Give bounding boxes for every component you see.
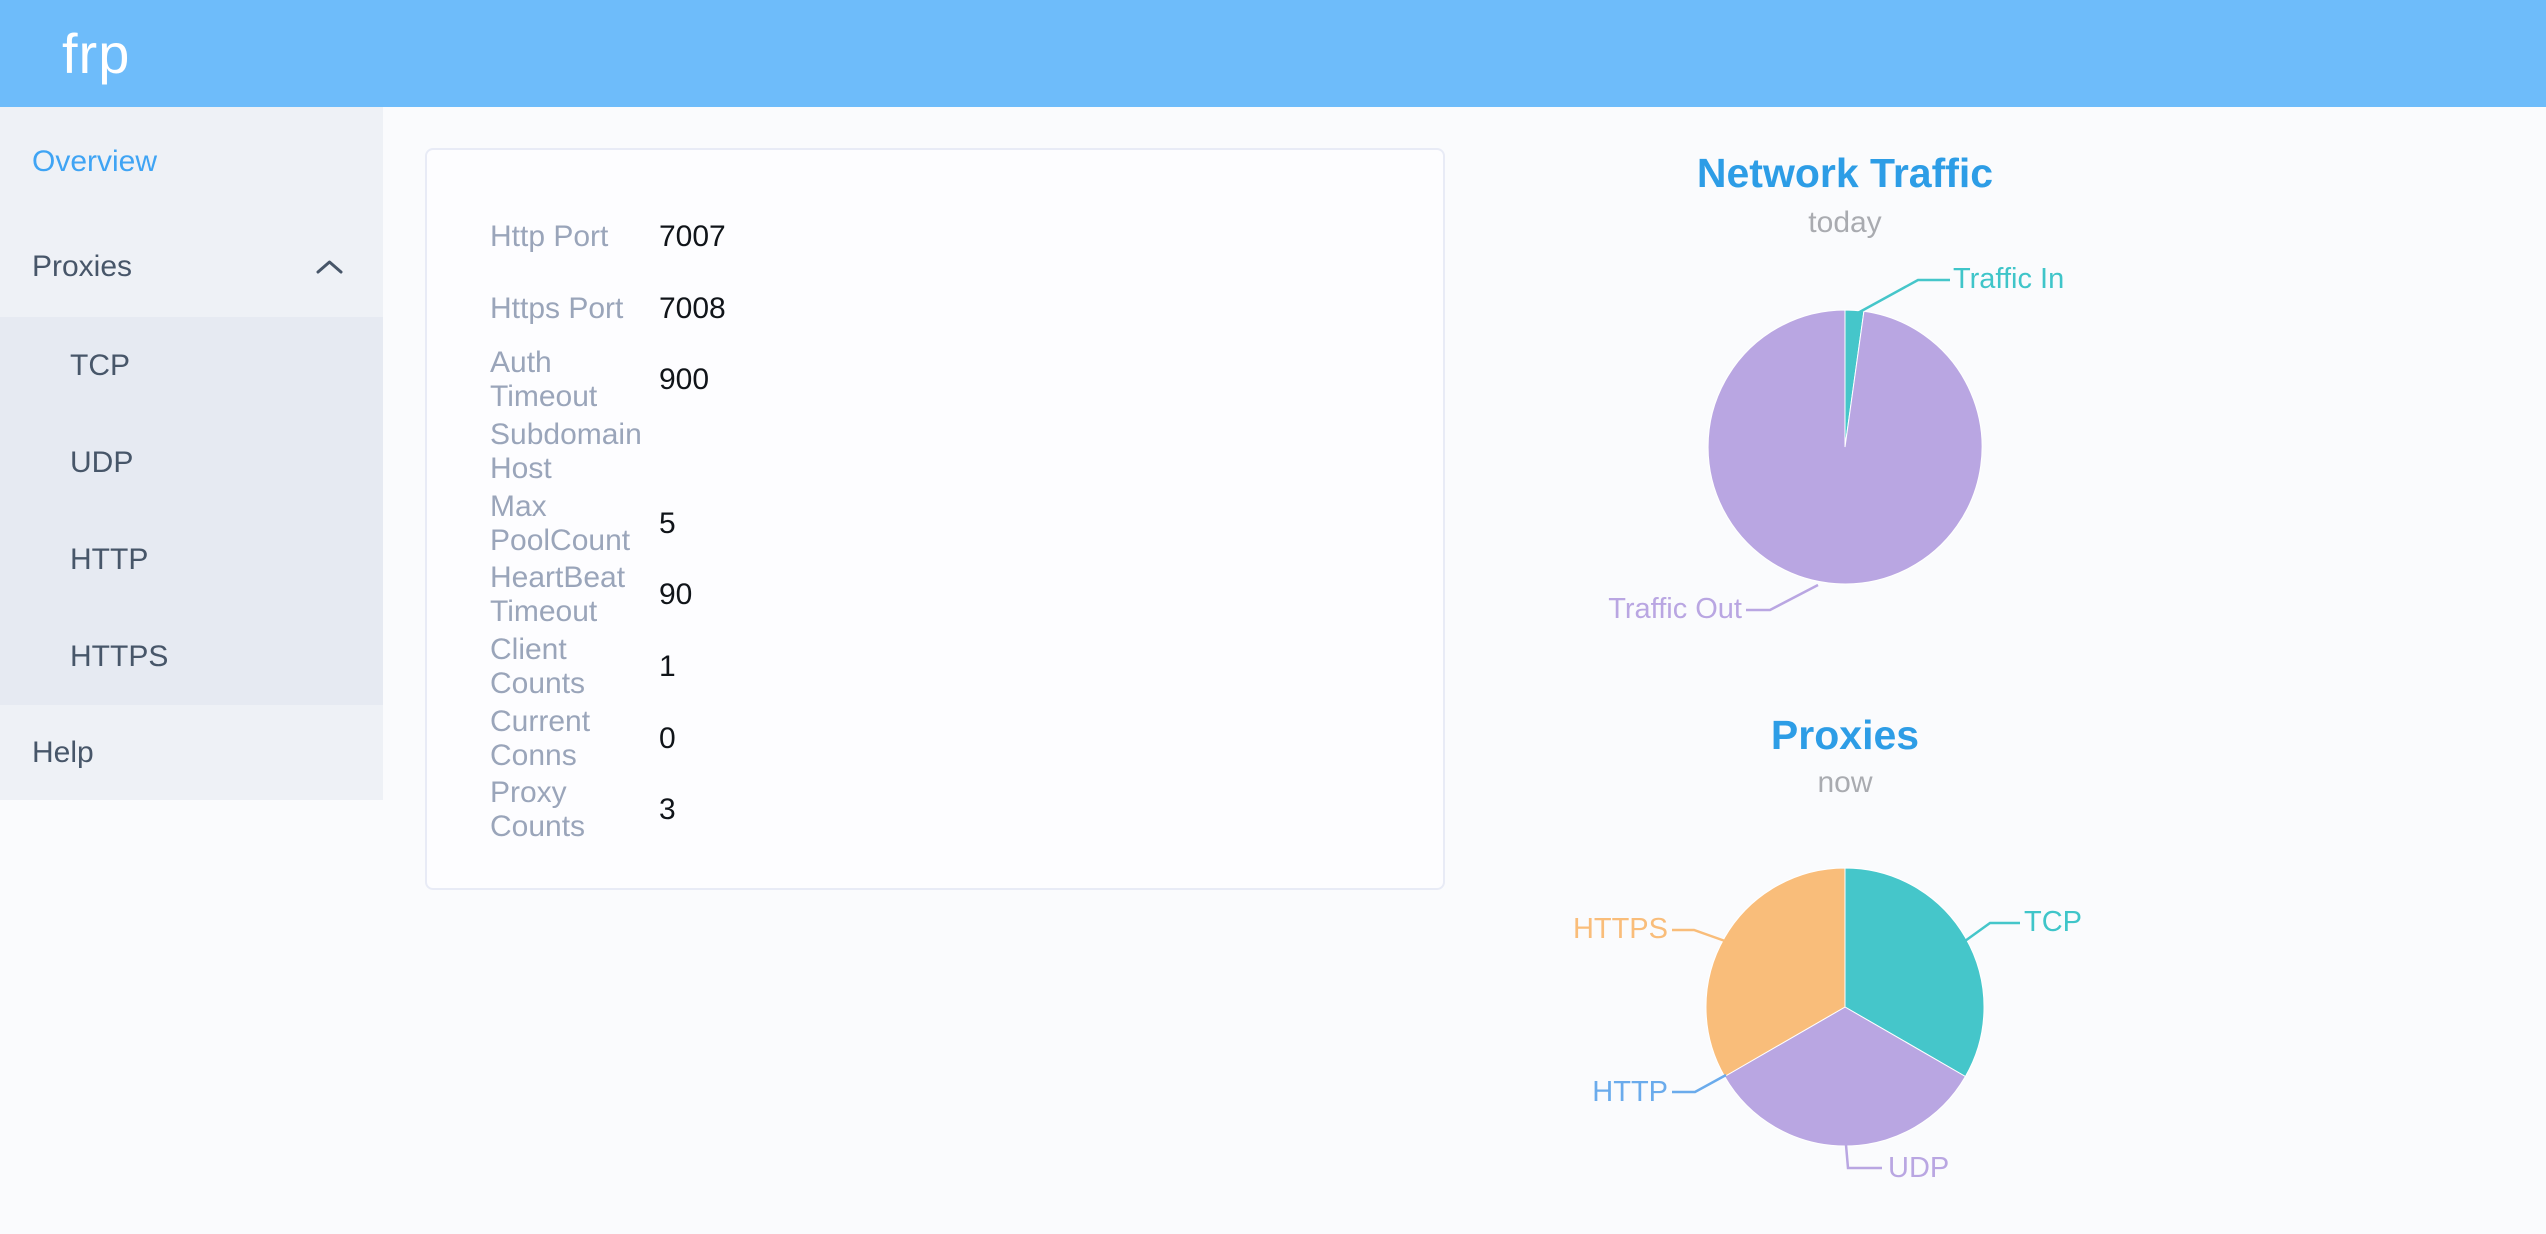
sidebar-item-tcp[interactable]: TCP — [0, 317, 383, 414]
info-value: 5 — [659, 506, 676, 540]
sidebar-item-label: HTTPS — [70, 639, 169, 673]
info-row-https-port: Https Port 7008 — [427, 273, 1443, 345]
pie-slice-tcp[interactable] — [1844, 867, 1985, 1078]
info-value: 90 — [659, 578, 693, 612]
info-value: 7007 — [659, 219, 726, 253]
info-label: HeartBeat Timeout — [490, 561, 626, 629]
sidebar-item-help[interactable]: Help — [0, 705, 383, 800]
https-leader-line — [1672, 928, 1726, 943]
info-row-http-port: Http Port 7007 — [427, 201, 1443, 273]
info-label: Subdomain Host — [490, 417, 642, 485]
sidebar-item-label: HTTP — [70, 542, 149, 576]
sidebar-item-label: UDP — [70, 445, 134, 479]
network-traffic-chart-title: Network Traffic — [1696, 150, 1994, 196]
info-label: Http Port — [490, 219, 609, 253]
https-label: HTTPS — [1572, 913, 1668, 945]
network-traffic-chart-subtitle: today — [1808, 206, 1882, 239]
sidebar: Overview Proxies TCP UDP HTTP HTTPS — [0, 107, 383, 800]
tcp-label: TCP — [2024, 906, 2082, 938]
info-row-subdomain-host: Subdomain Host — [427, 416, 1443, 488]
sidebar-item-proxies[interactable]: Proxies — [0, 217, 383, 317]
proxies-chart-title: Proxies — [1770, 712, 1920, 758]
proxies-pie-chart[interactable] — [1560, 845, 2140, 1205]
info-value: 3 — [659, 793, 676, 827]
info-value: 0 — [659, 721, 676, 755]
tcp-leader-line — [1964, 921, 2020, 943]
traffic-out-leader-line — [1746, 583, 1819, 612]
sidebar-item-label: Overview — [32, 145, 158, 178]
info-label: Max PoolCount — [490, 489, 631, 557]
network-traffic-pie-chart[interactable] — [1560, 255, 2140, 645]
traffic-in-leader-line — [1855, 278, 1950, 316]
info-label: Proxy Counts — [490, 776, 586, 844]
sidebar-item-label: TCP — [70, 348, 130, 382]
traffic-out-label: Traffic Out — [1608, 593, 1742, 625]
info-label: Client Counts — [490, 632, 586, 700]
sidebar-item-overview[interactable]: Overview — [0, 107, 383, 217]
info-label: Https Port — [490, 291, 624, 325]
info-row-proxy-counts: Proxy Counts 3 — [427, 775, 1443, 847]
server-info-card: Http Port 7007 Https Port 7008 Auth Time… — [425, 148, 1445, 890]
sidebar-item-udp[interactable]: UDP — [0, 414, 383, 511]
traffic-in-label: Traffic In — [1953, 263, 2065, 295]
info-label: Auth Timeout — [490, 346, 598, 414]
info-row-current-conns: Current Conns 0 — [427, 703, 1443, 775]
info-row-auth-timeout: Auth Timeout 900 — [427, 344, 1443, 416]
info-row-client-counts: Client Counts 1 — [427, 631, 1443, 703]
app-header: frp — [0, 0, 2546, 107]
app-logo: frp — [62, 22, 131, 85]
info-row-heartbeat-timeout: HeartBeat Timeout 90 — [427, 559, 1443, 631]
sidebar-item-label: Proxies — [32, 250, 133, 283]
http-label: HTTP — [1592, 1076, 1668, 1108]
sidebar-item-http[interactable]: HTTP — [0, 511, 383, 608]
pie-slice-https[interactable] — [1705, 867, 1846, 1078]
info-row-max-poolcount: Max PoolCount 5 — [427, 488, 1443, 560]
chevron-up-icon — [316, 259, 343, 275]
http-leader-line — [1672, 1073, 1727, 1094]
sidebar-item-label: Help — [32, 735, 94, 769]
info-label: Current Conns — [490, 704, 591, 772]
info-value: 900 — [659, 363, 710, 397]
proxies-chart-subtitle: now — [1817, 766, 1873, 799]
info-value: 1 — [659, 649, 676, 683]
sidebar-submenu-proxies: TCP UDP HTTP HTTPS — [0, 317, 383, 705]
udp-label: UDP — [1888, 1152, 1950, 1184]
sidebar-item-https[interactable]: HTTPS — [0, 608, 383, 705]
info-value: 7008 — [659, 291, 726, 325]
udp-leader-line — [1844, 1144, 1882, 1170]
pie-slice-traffic-out[interactable] — [1707, 309, 1983, 585]
